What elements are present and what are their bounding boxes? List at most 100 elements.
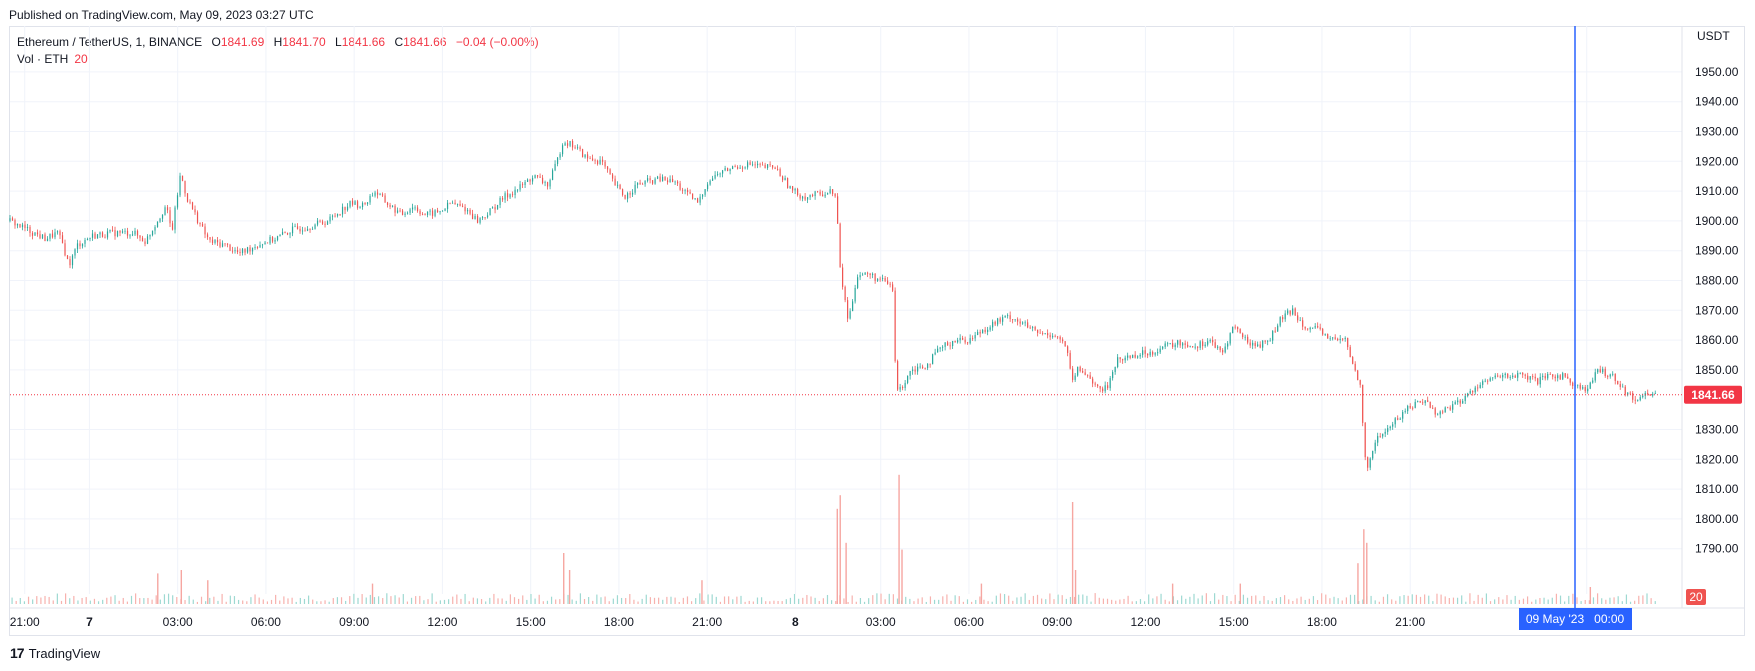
- candle-body: [1592, 380, 1594, 383]
- x-tick-label: 06:00: [954, 615, 984, 629]
- candle-body: [161, 214, 164, 219]
- candle-body: [1224, 346, 1226, 353]
- volume-bar: [1139, 599, 1142, 604]
- candle-body: [629, 193, 631, 195]
- candle-body: [556, 157, 559, 164]
- candle-body: [1039, 332, 1041, 334]
- volume-bar: [793, 593, 796, 604]
- candle-body: [1559, 375, 1561, 380]
- candle-body: [1192, 346, 1194, 348]
- candle-body: [316, 220, 319, 225]
- candle-body: [1639, 397, 1641, 401]
- candle-body: [1629, 392, 1631, 394]
- volume-bar: [1452, 597, 1455, 604]
- volume-bar: [555, 599, 557, 604]
- volume-bar: [637, 601, 639, 604]
- x-tick-label: 09:00: [1042, 615, 1072, 629]
- candle-body: [1029, 327, 1031, 329]
- candle-body: [919, 366, 921, 368]
- volume-bar: [130, 595, 133, 604]
- volume-label[interactable]: Vol · ETH: [17, 52, 69, 66]
- volume-bar: [398, 597, 400, 604]
- candle-body: [1504, 373, 1506, 376]
- candle-body: [581, 149, 584, 158]
- candle-body: [614, 178, 616, 186]
- symbol-label[interactable]: Ethereum / TetherUS, 1, BINANCE: [17, 35, 203, 49]
- volume-bar: [11, 597, 13, 604]
- volume-bar: [876, 593, 878, 604]
- candle-body: [1352, 357, 1354, 364]
- candle-body: [1409, 405, 1411, 408]
- volume-bar: [1370, 595, 1372, 604]
- volume-badge-value: 20: [1689, 590, 1703, 604]
- volume-bar: [653, 597, 656, 604]
- candle-body: [91, 233, 94, 238]
- candle-body: [1414, 401, 1416, 408]
- volume-bar: [884, 599, 886, 604]
- candle-body: [1527, 375, 1529, 380]
- candle-body: [599, 159, 601, 164]
- open-key: O: [211, 35, 221, 49]
- candle-body: [126, 230, 129, 236]
- candle-body: [1159, 348, 1161, 353]
- volume-bar: [1349, 594, 1352, 604]
- low-key: L: [335, 35, 342, 49]
- candle-body: [1382, 433, 1384, 437]
- candle-body: [1127, 355, 1129, 358]
- candle-body: [1049, 335, 1051, 338]
- volume-bar: [1506, 595, 1508, 604]
- candle-body: [254, 247, 256, 248]
- volume-bar: [1160, 593, 1162, 604]
- candle-body: [466, 209, 469, 212]
- candle-body: [24, 224, 26, 228]
- candle-body: [1299, 320, 1301, 322]
- candle-body: [1449, 407, 1451, 410]
- volume-bar: [830, 600, 833, 604]
- candle-body: [1437, 414, 1439, 416]
- candle-body: [1252, 342, 1254, 346]
- candle-body: [912, 369, 914, 371]
- candle-body: [364, 202, 366, 205]
- y-tick-label: 1940.00: [1695, 95, 1739, 109]
- candle-body: [1207, 341, 1209, 345]
- candle-body: [86, 238, 89, 241]
- volume-bar: [1654, 601, 1656, 604]
- volume-spike: [1366, 542, 1368, 604]
- y-tick-label: 1820.00: [1695, 452, 1739, 466]
- volume-bar: [1008, 595, 1010, 604]
- candle-body: [794, 188, 796, 191]
- volume-bar: [386, 593, 388, 604]
- volume-bar: [472, 597, 474, 604]
- candle-body: [424, 214, 426, 215]
- volume-spike: [836, 508, 838, 604]
- candle-body: [16, 223, 19, 226]
- candle-body: [1354, 363, 1356, 371]
- candle-body: [992, 321, 994, 328]
- volume-bar: [1494, 599, 1496, 604]
- tradingview-footer[interactable]: 17 TradingView: [10, 645, 100, 661]
- candle-body: [1332, 337, 1334, 339]
- candle-body: [1052, 335, 1054, 338]
- candle-body: [1137, 356, 1139, 358]
- volume-bar: [262, 599, 264, 604]
- volume-bar: [1263, 595, 1265, 604]
- volume-bar: [307, 595, 310, 604]
- candle-body: [294, 226, 296, 228]
- candle-body: [792, 186, 794, 191]
- volume-bar: [406, 601, 409, 604]
- candle-body: [1317, 326, 1319, 328]
- candle-body: [1182, 343, 1184, 346]
- candle-body: [732, 166, 734, 170]
- volume-bar: [707, 594, 709, 604]
- volume-bar: [958, 596, 960, 604]
- candle-body: [136, 230, 139, 236]
- volume-bar: [1156, 596, 1158, 604]
- candle-body: [1002, 317, 1004, 322]
- volume-bar: [1510, 599, 1512, 604]
- candle-body: [1619, 384, 1621, 387]
- candle-body: [139, 235, 141, 238]
- volume-bar: [604, 596, 606, 604]
- candle-body: [1442, 411, 1444, 413]
- volume-bar: [1284, 595, 1286, 604]
